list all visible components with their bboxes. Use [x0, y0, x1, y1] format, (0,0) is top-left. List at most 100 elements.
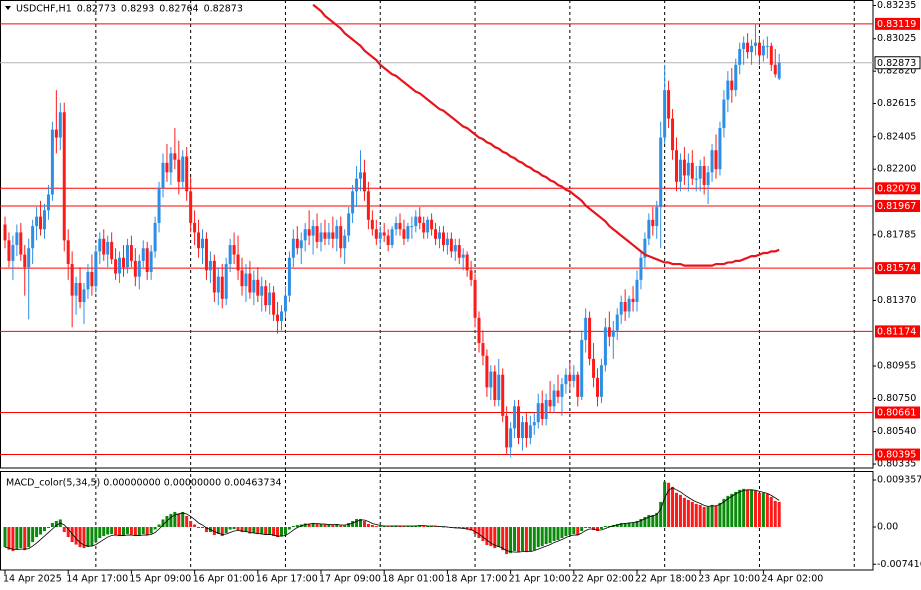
y-tick-label: 0.80335	[877, 459, 916, 470]
candle-body	[690, 162, 694, 179]
macd-bar	[50, 522, 54, 528]
candle-body	[268, 292, 272, 306]
macd-bar	[287, 527, 291, 530]
candle-body	[702, 166, 706, 185]
candle-body	[193, 222, 197, 233]
candle-body	[441, 232, 445, 246]
macd-bar	[220, 527, 224, 537]
candle-body	[544, 400, 548, 419]
candle-body	[489, 371, 493, 388]
macd-bar	[623, 522, 627, 528]
macd-bar	[125, 527, 129, 535]
macd-bar	[3, 527, 7, 548]
candle-body	[216, 276, 220, 293]
candle-body	[505, 415, 509, 448]
candle-body	[295, 238, 299, 249]
macd-bar	[343, 525, 347, 528]
candle-body	[291, 238, 295, 258]
macd-bar	[86, 527, 90, 548]
candle-body	[615, 314, 619, 331]
candle-body	[378, 232, 382, 239]
macd-bar	[489, 527, 493, 547]
candle-body	[287, 257, 291, 296]
macd-bar	[481, 527, 485, 542]
macd-bar	[204, 527, 208, 533]
macd-bar	[647, 514, 651, 528]
candle-body	[663, 90, 667, 138]
candle-body	[90, 271, 94, 287]
candle-body	[675, 150, 678, 182]
macd-bar	[777, 501, 781, 528]
macd-bar	[754, 490, 757, 528]
macd-bar	[7, 527, 11, 550]
candle-body	[682, 159, 686, 176]
macd-bar	[524, 527, 528, 553]
candle-body	[82, 289, 86, 302]
macd-bar	[509, 527, 513, 554]
candle-body	[283, 295, 287, 312]
macd-bar	[351, 520, 355, 528]
candle-body	[418, 216, 422, 223]
macd-bar	[686, 499, 690, 528]
macd-bar	[746, 489, 750, 528]
x-tick-label: 17 Apr 09:00	[319, 574, 381, 585]
candle-body	[686, 162, 690, 176]
macd-bar	[122, 527, 125, 536]
candle-body	[145, 248, 149, 272]
macd-bar	[193, 524, 197, 528]
candle-body	[678, 159, 682, 182]
macd-bar	[145, 527, 149, 536]
signal-line	[4, 487, 780, 553]
candle-body	[114, 259, 118, 274]
candle-body	[635, 279, 639, 302]
macd-bar	[493, 527, 497, 549]
candle-body	[359, 172, 362, 179]
candle-body	[757, 42, 761, 56]
macd-bar	[177, 513, 181, 528]
candle-body	[734, 64, 738, 91]
candle-body	[169, 153, 173, 173]
candle-body	[129, 245, 133, 261]
candle-body	[355, 178, 359, 192]
candle-body	[35, 216, 39, 227]
candle-body	[568, 374, 572, 382]
macd-bar	[477, 527, 481, 539]
candle-body	[761, 45, 765, 56]
candle-body	[430, 219, 434, 230]
candle-body	[572, 374, 576, 382]
candle-body	[414, 216, 418, 227]
macd-bar	[603, 525, 607, 528]
macd-bar	[153, 527, 157, 530]
candle-body	[631, 298, 635, 302]
macd-bar	[730, 493, 734, 528]
macd-bar	[517, 527, 520, 553]
macd-bar	[240, 527, 244, 533]
candle-body	[23, 254, 27, 268]
candle-body	[726, 80, 730, 100]
candle-body	[311, 226, 315, 236]
macd-bar	[362, 520, 366, 528]
candle-body	[438, 232, 441, 239]
header-price: 0.82873	[204, 4, 243, 15]
macd-bar	[157, 524, 161, 528]
macd-bar	[639, 518, 643, 528]
macd-bar	[560, 527, 564, 539]
macd-bar	[540, 527, 544, 547]
candle-body	[718, 128, 722, 170]
candle-body	[540, 403, 544, 419]
candle-body	[339, 226, 343, 249]
candle-body	[118, 257, 122, 274]
level-label: 0.81967	[877, 201, 916, 212]
candle-body	[493, 371, 497, 401]
macd-bar	[382, 525, 386, 528]
candle-body	[722, 99, 726, 129]
macd-bar	[532, 527, 536, 551]
macd-bar	[671, 486, 675, 528]
x-tick-label: 14 Apr 2025	[3, 574, 62, 585]
candle-body	[7, 240, 11, 261]
candle-body	[11, 245, 15, 261]
macd-bar	[556, 527, 560, 541]
candle-body	[445, 238, 449, 246]
x-tick-label: 23 Apr 10:00	[698, 574, 760, 585]
